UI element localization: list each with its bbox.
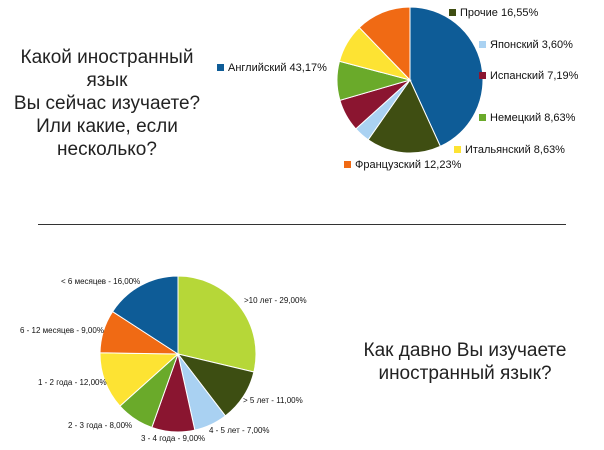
slice-label-6-месяцев: < 6 месяцев - 16,00% xyxy=(61,277,140,286)
question-line: Какой иностранный язык xyxy=(20,47,194,91)
legend-label-итальянский: Итальянский 8,63% xyxy=(465,144,565,156)
question-line: несколько? xyxy=(57,139,157,160)
question-line: Как давно Вы изучаете xyxy=(363,340,567,361)
slice-label-4-5-лет: 4 - 5 лет - 7,00% xyxy=(209,426,270,435)
question-language: Какой иностранный язык Вы сейчас изучает… xyxy=(0,46,214,161)
slice-label-1-2-года: 1 - 2 года - 12,00% xyxy=(38,378,107,387)
legend-label-японский: Японский 3,60% xyxy=(490,39,573,51)
slice-label-3-4-года: 3 - 4 года - 9,00% xyxy=(141,434,205,443)
legend-swatch-французский xyxy=(344,161,351,168)
slice-label-6-12-месяцев: 6 - 12 месяцев - 9,00% xyxy=(20,326,104,335)
pie-chart-duration: >10 лет - 29,00% > 5 лет - 11,00% 4 - 5 ле… xyxy=(20,275,307,443)
legend-label-прочие: Прочие 16,55% xyxy=(460,7,538,19)
legend-label-французский: Французский 12,23% xyxy=(355,159,462,171)
section-divider xyxy=(38,224,566,225)
question-line: иностранный язык? xyxy=(378,363,552,384)
question-line: Или какие, если xyxy=(36,116,178,137)
pie-slice-прочие xyxy=(367,78,442,154)
legend-swatch-немецкий xyxy=(479,114,486,121)
pie-chart-languages: Английский 43,17% Прочие 16,55% Японский 3… xyxy=(217,6,579,171)
question-line: Вы сейчас изучаете? xyxy=(13,93,201,114)
pie-slice-10-лет xyxy=(177,275,257,373)
slice-label-10-лет: >10 лет - 29,00% xyxy=(244,296,307,305)
question-duration: Как давно Вы изучаете иностранный язык? xyxy=(352,339,578,385)
legend-label-английский: Английский 43,17% xyxy=(228,62,327,74)
legend-swatch-японский xyxy=(479,41,486,48)
legend-swatch-испанский xyxy=(479,72,486,79)
pie-slice-6-месяцев xyxy=(111,275,179,355)
pie-slice-французский xyxy=(358,6,411,82)
legend-label-испанский: Испанский 7,19% xyxy=(490,70,579,82)
legend-label-немецкий: Немецкий 8,63% xyxy=(490,112,576,124)
legend-swatch-прочие xyxy=(449,9,456,16)
legend-swatch-английский xyxy=(217,64,224,71)
slice-label-5-лет: > 5 лет - 11,00% xyxy=(243,396,303,405)
pie-slice-английский xyxy=(409,6,484,148)
slice-label-2-3-года: 2 - 3 года - 8,00% xyxy=(68,421,132,430)
legend-swatch-итальянский xyxy=(454,146,461,153)
